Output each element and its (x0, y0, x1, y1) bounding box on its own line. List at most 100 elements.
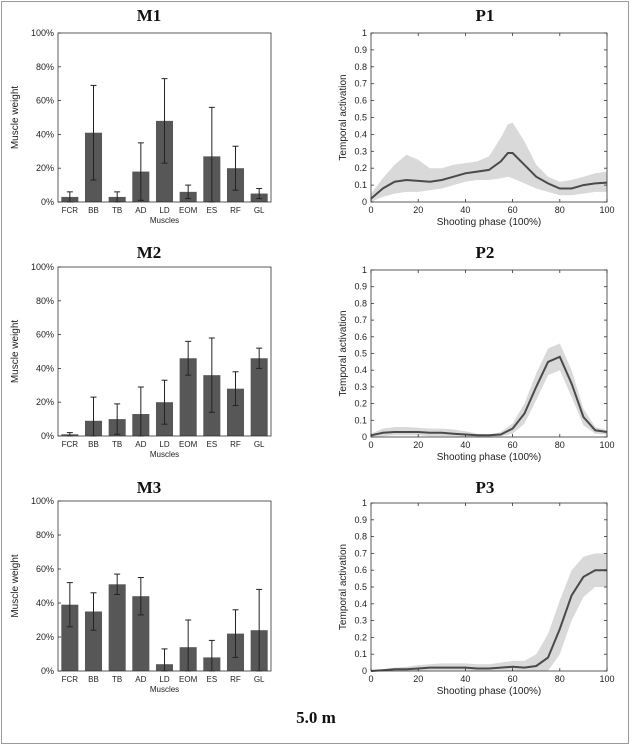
p2-mean-line (370, 355, 608, 437)
p3-ytick-label: 0.8 (354, 532, 367, 542)
p2-xlabel: Shooting phase (100%) (437, 452, 542, 463)
p2-ytick-label: 0.6 (354, 332, 367, 342)
title-m3: M3 (136, 478, 162, 497)
title-m2: M2 (136, 243, 162, 262)
m3-bar-fcr (61, 604, 79, 671)
m2-ytick-label: 80% (36, 296, 54, 306)
m3-xtick-label: ES (206, 675, 217, 684)
p2-ytick-label: 0.9 (354, 282, 367, 292)
m2-bar-rf (226, 388, 245, 436)
m2-xtick-label: AD (135, 440, 146, 449)
m3-xtick-label: BB (88, 675, 99, 684)
p1-xtick-label: 60 (508, 205, 518, 215)
p2-xtick-label: 40 (460, 440, 470, 450)
figure-footer: 5.0 m (296, 708, 336, 727)
m3-ytick-label: 80% (36, 530, 54, 540)
m3-bar-ad (132, 596, 150, 671)
p2-ytick-label: 0.4 (354, 365, 367, 375)
m3-bar-bb (84, 611, 103, 671)
m2-ytick-label: 100% (31, 262, 54, 272)
m3-xlabel: Muscles (150, 685, 179, 694)
p1-xtick-label: 100 (599, 205, 614, 215)
p2-ytick-label: 1 (362, 265, 367, 275)
m3-xtick-label: EOM (179, 675, 198, 684)
p1-ytick-label: 0.6 (354, 96, 367, 106)
m2-xtick-label: FCR (62, 440, 79, 449)
p2-axes-box (370, 269, 608, 438)
m2-axes-box (57, 266, 272, 437)
title-p3: P3 (475, 478, 495, 497)
p2-ytick-label: 0 (362, 432, 367, 442)
m3-xtick-label: GL (254, 675, 265, 684)
m2-xlabel: Muscles (150, 450, 179, 459)
m3-xtick-label: FCR (62, 675, 79, 684)
m3-axes-box (57, 500, 272, 672)
p2-xtick-label: 80 (555, 440, 565, 450)
title-p2: P2 (475, 243, 495, 262)
p1-ytick-label: 0 (362, 197, 367, 207)
p1-ytick-label: 1 (362, 28, 367, 38)
p3-ytick-label: 0.3 (354, 616, 367, 626)
p1-xtick-label: 40 (460, 205, 470, 215)
m2-xtick-label: GL (254, 440, 265, 449)
m3-xtick-label: LD (159, 675, 169, 684)
p2-ytick-label: 0.1 (354, 415, 367, 425)
p3-xtick-label: 40 (460, 674, 470, 684)
m3-ylabel: Muscle weight (10, 554, 21, 618)
p1-variance-band (371, 122, 607, 202)
m3-xtick-label: RF (230, 675, 241, 684)
p3-xtick-label: 20 (413, 674, 423, 684)
p2-ytick-label: 0.3 (354, 382, 367, 392)
m2-ylabel: Muscle weight (10, 320, 21, 384)
p3-ytick-label: 1 (362, 498, 367, 508)
p3-ylabel: Temporal activation (338, 544, 349, 630)
p1-xtick-label: 0 (368, 205, 373, 215)
p1-xtick-label: 20 (413, 205, 423, 215)
p3-ytick-label: 0.5 (354, 582, 367, 592)
m2-bar-eom (179, 358, 197, 436)
p3-ytick-label: 0.7 (354, 548, 367, 558)
p2-ytick-label: 0.7 (354, 315, 367, 325)
p1-xtick-label: 80 (555, 205, 565, 215)
p2-ytick-label: 0.2 (354, 399, 367, 409)
p1-ytick-label: 0.8 (354, 62, 367, 72)
m1-xlabel: Muscles (150, 216, 179, 225)
p3-ytick-label: 0.6 (354, 565, 367, 575)
m3-ytick-label: 0% (41, 666, 54, 676)
p1-axes-box (370, 32, 608, 203)
p3-ytick-label: 0.2 (354, 632, 367, 642)
m2-xtick-label: ES (206, 440, 217, 449)
m1-ytick-label: 60% (36, 96, 54, 106)
m1-ylabel: Muscle weight (10, 86, 21, 150)
p1-ytick-label: 0.1 (354, 180, 367, 190)
m2-xtick-label: TB (112, 440, 122, 449)
p3-variance-band (371, 553, 607, 671)
m2-ytick-label: 20% (36, 397, 54, 407)
title-m1: M1 (136, 6, 162, 25)
p2-xtick-label: 100 (599, 440, 614, 450)
m1-ytick-label: 80% (36, 62, 54, 72)
p3-mean-line (370, 569, 607, 672)
p1-ytick-label: 0.7 (354, 79, 367, 89)
p1-ytick-label: 0.4 (354, 129, 367, 139)
m3-ytick-label: 100% (31, 496, 54, 506)
m1-ytick-label: 20% (36, 163, 54, 173)
p3-xtick-label: 80 (555, 674, 565, 684)
m2-ytick-label: 60% (36, 330, 54, 340)
m1-xtick-label: LD (159, 206, 169, 215)
m3-ytick-label: 60% (36, 564, 54, 574)
p2-ytick-label: 0.8 (354, 298, 367, 308)
p1-ytick-label: 0.3 (354, 146, 367, 156)
m3-xtick-label: TB (112, 675, 122, 684)
p3-xtick-label: 60 (508, 674, 518, 684)
p3-ytick-label: 0.9 (354, 515, 367, 525)
p2-xtick-label: 60 (508, 440, 518, 450)
p2-ytick-label: 0.5 (354, 349, 367, 359)
m3-bar-tb (108, 584, 126, 671)
m1-xtick-label: AD (135, 206, 146, 215)
m3-ytick-label: 20% (36, 632, 54, 642)
m2-ytick-label: 40% (36, 363, 54, 373)
p3-xtick-label: 0 (368, 674, 373, 684)
m1-ytick-label: 100% (31, 28, 54, 38)
p2-xtick-label: 20 (413, 440, 423, 450)
